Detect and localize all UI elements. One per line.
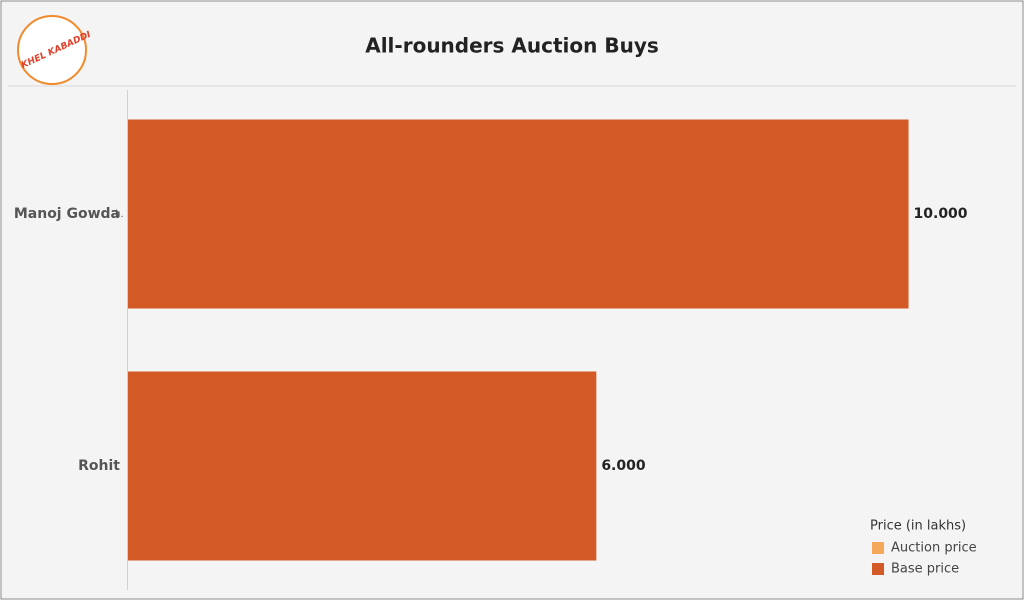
bar — [128, 119, 909, 309]
legend-label: Base price — [891, 562, 959, 577]
legend-swatch — [872, 563, 884, 575]
y-tick-label: Rohit — [78, 458, 120, 474]
bar — [128, 371, 597, 561]
legend-label: Auction price — [891, 541, 977, 556]
legend-title: Price (in lakhs) — [870, 519, 966, 534]
legend-swatch — [872, 542, 884, 554]
data-label: 10.000 — [914, 206, 968, 222]
y-tick-label: Manoj Gowda — [14, 206, 120, 222]
data-label: 6.000 — [601, 458, 646, 474]
logo-ring — [17, 15, 87, 85]
chart-title: All-rounders Auction Buys — [365, 34, 659, 58]
tooltip-icon: lı. — [115, 209, 124, 220]
